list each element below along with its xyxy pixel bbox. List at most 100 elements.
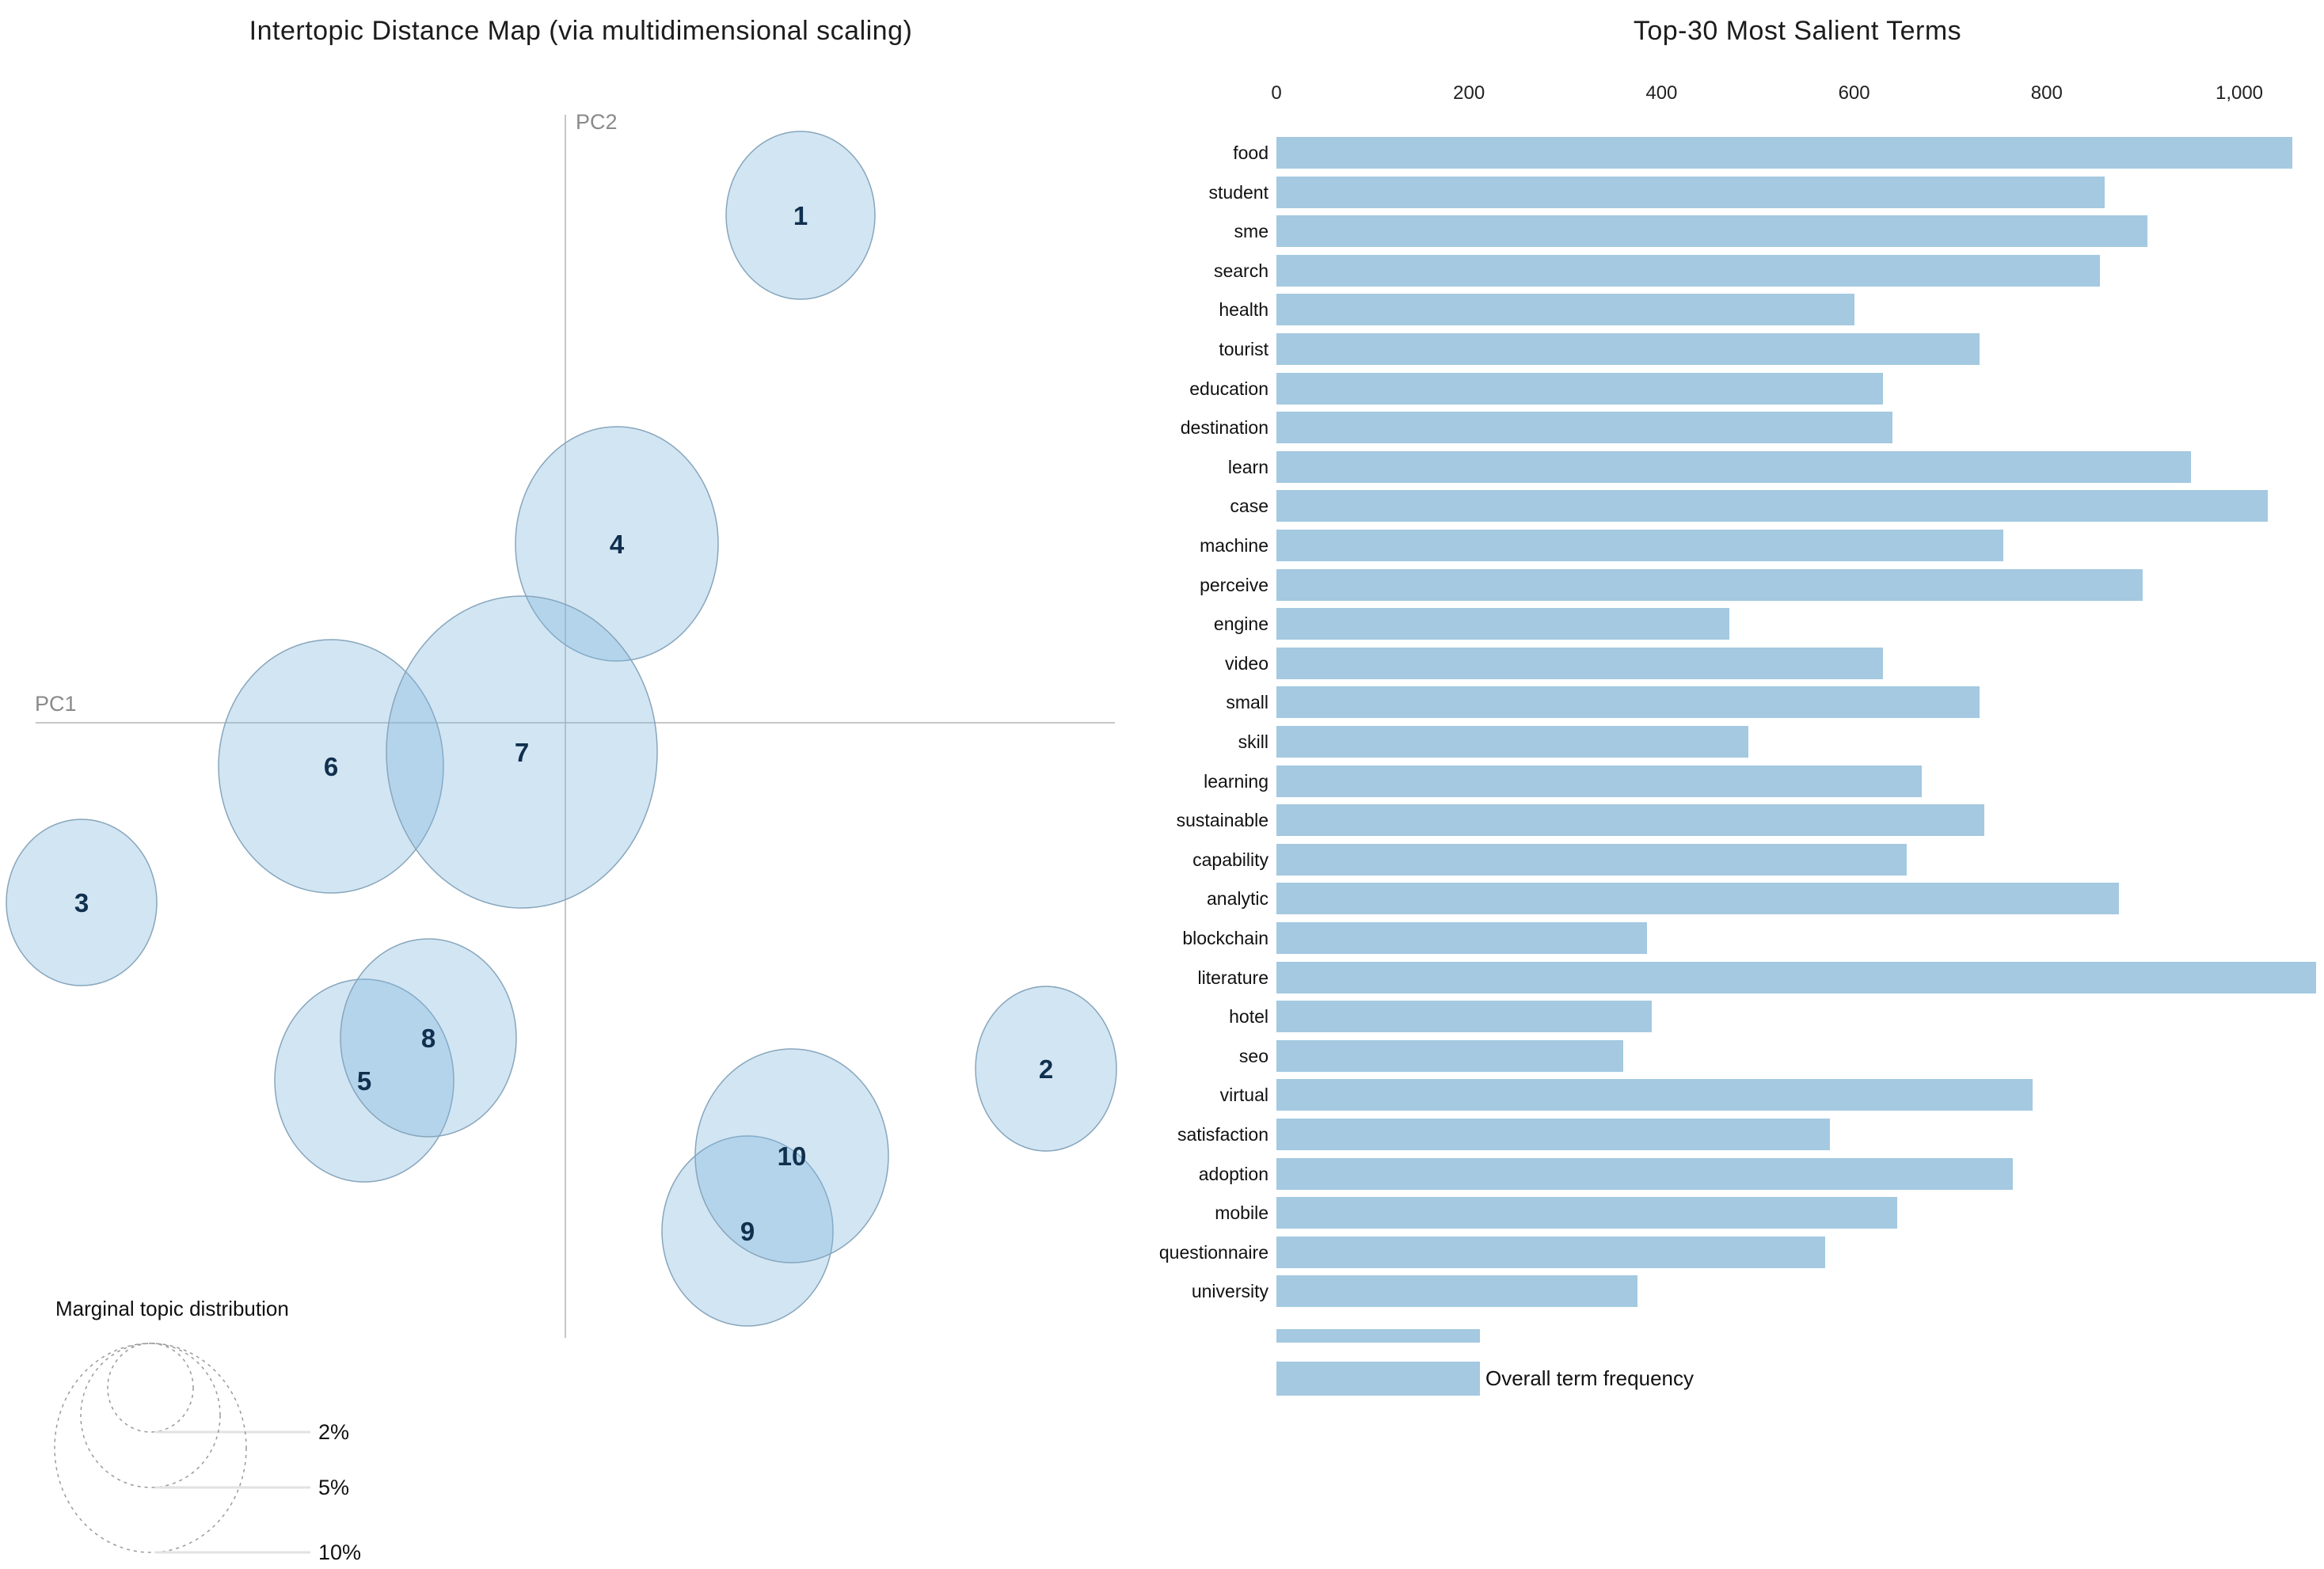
term-bar-virtual[interactable] [1276,1079,2033,1111]
term-bar-health[interactable] [1276,294,1854,326]
x-tick-800: 800 [2030,82,2063,104]
term-bar-blockchain[interactable] [1276,922,1647,954]
term-bar-mobile[interactable] [1276,1197,1897,1229]
term-label-adoption[interactable]: adoption [1198,1163,1269,1184]
topic-bubble-9[interactable] [661,1135,834,1327]
term-label-capability[interactable]: capability [1192,849,1269,870]
term-label-small[interactable]: small [1226,692,1269,713]
x-tick-600: 600 [1838,82,1870,104]
term-label-questionnaire[interactable]: questionnaire [1158,1241,1269,1263]
topic-bubbles-layer: 1 2 3 4 5 6 7 8 9 10 [6,131,1117,1327]
term-bar-adoption[interactable] [1276,1157,2013,1190]
legend-size-circle-10% [54,1343,247,1553]
topic-number-label-2: 2 [1039,1054,1053,1084]
term-label-engine[interactable]: engine [1213,614,1269,635]
topic-number-label-4: 4 [610,530,625,559]
legend-size-label-5%: 5% [318,1476,349,1499]
marginal-distribution-legend-title: Marginal topic distribution [55,1297,289,1320]
legend-size-label-2%: 2% [318,1420,349,1444]
term-bar-hotel[interactable] [1276,1001,1652,1033]
overall-term-frequency-label: Overall term frequency [1485,1366,1694,1390]
term-bar-learn[interactable] [1276,450,2191,483]
term-label-university[interactable]: university [1191,1281,1269,1302]
term-bar-engine[interactable] [1276,608,1729,640]
term-label-sustainable[interactable]: sustainable [1176,810,1269,831]
term-bar-video[interactable] [1276,647,1883,679]
intertopic-map-title: Intertopic Distance Map (via multidimens… [249,16,913,46]
term-label-mobile[interactable]: mobile [1215,1202,1269,1224]
topic-number-label-10: 10 [778,1142,807,1171]
legend-strip-partial [1276,1329,1480,1343]
x-tick-1,000: 1,000 [2215,82,2264,104]
term-bar-sustainable[interactable] [1276,804,1984,837]
term-label-skill[interactable]: skill [1238,731,1269,752]
term-bar-tourist[interactable] [1276,333,1980,365]
topic-bubble-3[interactable] [6,819,158,986]
x-tick-200: 200 [1453,82,1485,104]
term-bar-learning[interactable] [1276,765,1922,797]
term-label-hotel[interactable]: hotel [1229,1006,1269,1028]
x-tick-0: 0 [1271,82,1282,104]
term-label-learn[interactable]: learn [1227,456,1269,477]
term-label-satisfaction[interactable]: satisfaction [1177,1124,1269,1145]
term-label-health[interactable]: health [1219,299,1269,321]
term-bar-education[interactable] [1276,372,1883,405]
term-label-learning[interactable]: learning [1204,770,1269,792]
topic-bubble-4[interactable] [515,426,719,662]
topic-number-label-3: 3 [74,888,89,917]
legend-size-circle-5% [80,1343,221,1488]
intertopic-distance-map: PC2 PC1 1 2 3 4 5 6 7 8 9 10 Marginal topic distr… [6,110,1117,1564]
term-label-literature[interactable]: literature [1197,967,1269,988]
term-label-machine[interactable]: machine [1200,535,1269,556]
term-label-seo[interactable]: seo [1238,1045,1269,1066]
topic-bubble-6[interactable] [218,639,444,894]
pc2-axis-label: PC2 [576,110,618,134]
topic-number-label-7: 7 [515,738,529,767]
term-label-blockchain[interactable]: blockchain [1182,928,1269,948]
term-label-destination[interactable]: destination [1180,417,1269,439]
term-bar-search[interactable] [1276,254,2100,287]
term-label-video[interactable]: video [1225,652,1269,674]
salient-terms-title: Top-30 Most Salient Terms [1633,16,1962,46]
term-label-student[interactable]: student [1208,181,1269,203]
term-label-education[interactable]: education [1189,378,1269,399]
term-bar-capability[interactable] [1276,843,1907,876]
term-label-food[interactable]: food [1233,142,1269,163]
topic-bubble-7[interactable] [386,595,658,909]
topic-bubble-2[interactable] [975,986,1117,1152]
legend-size-label-10%: 10% [318,1541,361,1564]
topic-bubble-10[interactable] [694,1048,889,1263]
term-bar-case[interactable] [1276,490,2268,522]
topic-bubble-8[interactable] [340,938,517,1138]
term-bar-machine[interactable] [1276,530,2003,561]
term-bar-perceive[interactable] [1276,568,2143,601]
term-label-analytic[interactable]: analytic [1207,888,1269,910]
term-bar-university[interactable] [1276,1275,1637,1308]
topic-number-label-5: 5 [357,1066,371,1096]
term-bar-analytic[interactable] [1276,883,2119,915]
term-label-perceive[interactable]: perceive [1200,574,1269,595]
term-bar-skill[interactable] [1276,726,1748,758]
term-bar-small[interactable] [1276,686,1980,719]
term-label-sme[interactable]: sme [1234,221,1269,242]
term-label-virtual[interactable]: virtual [1219,1085,1269,1106]
term-bar-satisfaction[interactable] [1276,1119,1830,1150]
x-tick-400: 400 [1645,82,1678,104]
topic-bubble-5[interactable] [274,978,455,1183]
term-bar-student[interactable] [1276,176,2105,208]
term-label-search[interactable]: search [1213,260,1269,281]
topic-number-label-9: 9 [740,1217,755,1246]
pc1-axis-label: PC1 [35,692,77,716]
term-label-tourist[interactable]: tourist [1219,339,1269,359]
term-bar-food[interactable] [1276,137,2292,169]
term-bar-questionnaire[interactable] [1276,1236,1825,1268]
term-bar-destination[interactable] [1276,412,1892,444]
term-bar-sme[interactable] [1276,215,2147,248]
marginal-distribution-size-legend: 2% 5% 10% [54,1343,361,1564]
topic-bubble-1[interactable] [725,131,876,300]
term-bar-seo[interactable] [1276,1039,1623,1072]
term-bar-literature[interactable] [1276,961,2316,993]
topic-number-label-1: 1 [793,201,808,230]
topic-number-label-6: 6 [324,752,338,781]
term-label-case[interactable]: case [1230,496,1269,517]
